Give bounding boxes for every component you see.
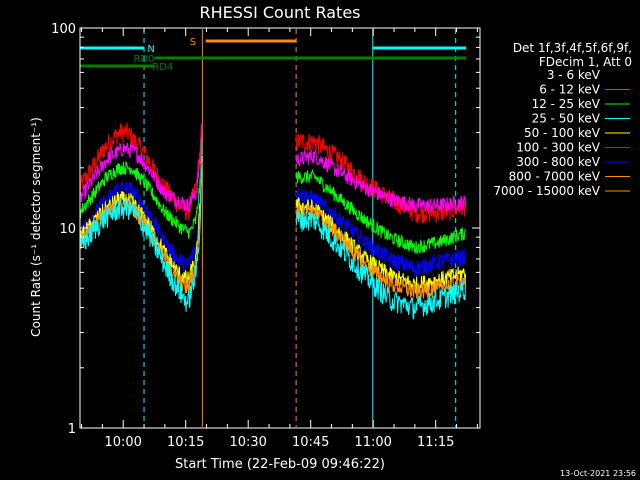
legend-entry-label: 7000 - 15000 keV (493, 184, 600, 198)
legend-entry-label: 800 - 7000 keV (509, 170, 601, 184)
legend-header-line: Det 1f,3f,4f,5f,6f,9f, (513, 41, 632, 55)
series-line-0-seg-1 (295, 133, 467, 224)
legend-entry-label: 50 - 100 keV (524, 126, 601, 140)
y-axis-label: Count Rate (s⁻¹ detector segment⁻¹) (29, 117, 43, 337)
series-line-4-seg-1 (295, 196, 467, 295)
legend-entry-label: 300 - 800 keV (516, 155, 600, 169)
x-tick-label: 10:30 (229, 435, 266, 450)
x-tick-label: 10:45 (292, 435, 329, 450)
footer-timestamp: 13-Oct-2021 23:56 (560, 469, 636, 478)
series-line-2-seg-0 (79, 139, 203, 239)
series-line-1-seg-1 (295, 149, 467, 213)
series-line-0-seg-0 (79, 122, 203, 221)
series-line-6-seg-1 (295, 210, 467, 320)
series-layer (79, 122, 467, 320)
series-line-3-seg-0 (79, 155, 203, 273)
legend-entry-label: 100 - 300 keV (516, 141, 600, 155)
legend-header-line: FDecim 1, Att 0 (539, 55, 632, 69)
annotation-label-s: S (190, 37, 196, 48)
y-tick-label: 100 (51, 22, 76, 37)
legend-entry-label: 6 - 12 keV (539, 83, 601, 97)
x-tick-label: 10:00 (104, 435, 141, 450)
annotation-label-rd0: RD0 (134, 54, 155, 65)
y-tick-label: 1 (68, 422, 76, 437)
series-line-3-seg-1 (295, 186, 466, 277)
legend-entry-label: 12 - 25 keV (532, 97, 601, 111)
x-tick-label: 10:15 (167, 435, 204, 450)
plot-frame (79, 27, 481, 429)
series-line-2-seg-1 (295, 168, 467, 255)
annotation-label-n: N (147, 44, 154, 55)
x-tick-label: 11:00 (354, 435, 391, 450)
series-line-1-seg-0 (79, 123, 203, 212)
legend-entry-label: 25 - 50 keV (532, 112, 601, 126)
annotation-label-rd4: RD4 (152, 62, 173, 73)
legend-entry-label: 3 - 6 keV (547, 68, 601, 82)
y-tick-label: 10 (59, 222, 76, 237)
chart-title: RHESSI Count Rates (200, 3, 361, 22)
axes: 10:00 10:15 10:30 10:45 11:00 11:15 1 10 100 (51, 22, 481, 450)
x-tick-label: 11:15 (417, 435, 454, 450)
legend: Det 1f,3f,4f,5f,6f,9f,FDecim 1, Att 03 -… (493, 41, 632, 198)
x-axis-label: Start Time (22-Feb-09 09:46:22) (175, 457, 385, 472)
series-line-6-seg-0 (79, 168, 203, 312)
